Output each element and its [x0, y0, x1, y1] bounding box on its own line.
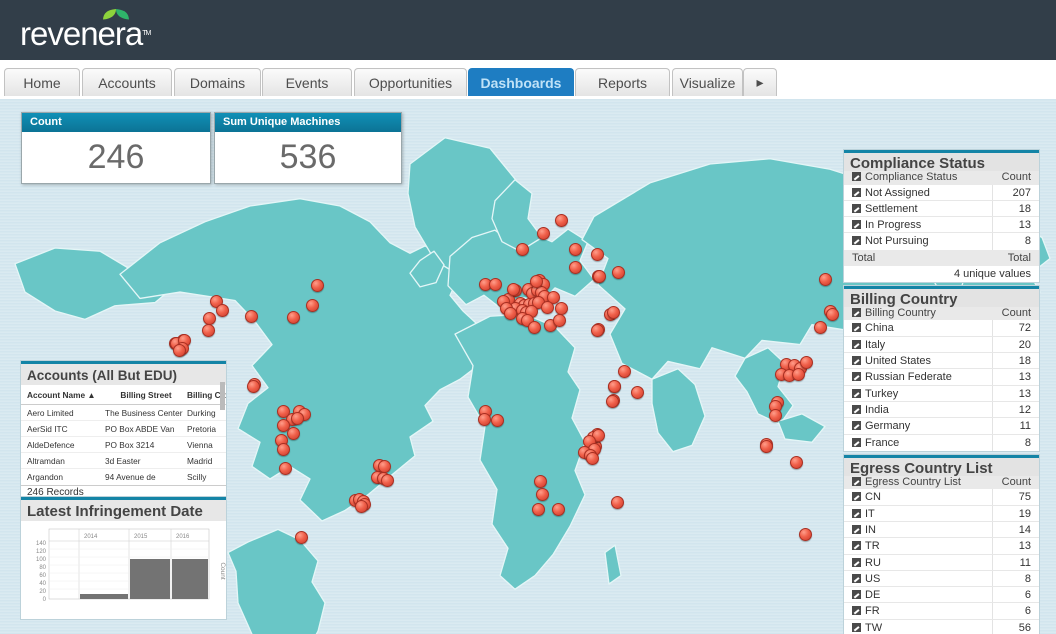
svg-text:Count: Count: [219, 562, 226, 580]
svg-text:80: 80: [39, 565, 46, 571]
svg-text:40: 40: [39, 581, 46, 587]
svg-text:140: 140: [36, 541, 47, 547]
svg-text:0: 0: [43, 597, 47, 603]
svg-text:2014: 2014: [84, 534, 98, 540]
svg-text:60: 60: [39, 573, 46, 579]
svg-text:120: 120: [36, 549, 47, 555]
svg-text:20: 20: [39, 589, 46, 595]
svg-text:2016: 2016: [176, 534, 190, 540]
svg-text:2015: 2015: [134, 534, 148, 540]
svg-text:100: 100: [36, 557, 47, 563]
